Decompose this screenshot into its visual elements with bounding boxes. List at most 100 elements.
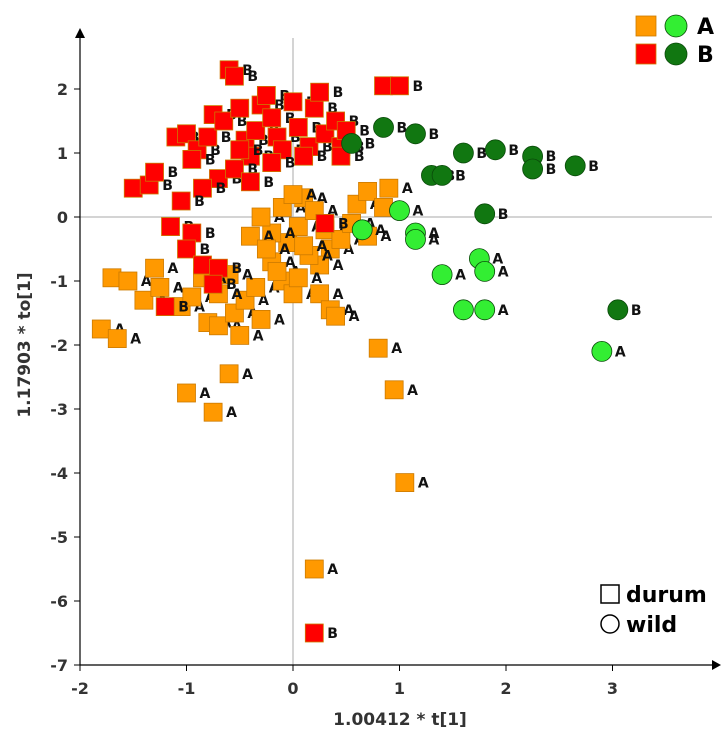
y-tick-label: -2: [50, 336, 68, 355]
legend-circle-B: [664, 42, 688, 66]
y-tick-label: -6: [50, 592, 68, 611]
point-square-B: [310, 82, 330, 102]
point-label: A: [194, 300, 205, 316]
point-label: A: [407, 383, 418, 399]
point-label: B: [588, 159, 599, 175]
legend-label-A: A: [697, 15, 714, 40]
x-axis-arrow: [712, 660, 721, 670]
point-label: B: [231, 261, 242, 277]
point-label: B: [365, 136, 376, 152]
point-label: B: [338, 216, 349, 232]
legend-shape-label-durum: durum: [626, 583, 707, 608]
point-square-A: [251, 309, 271, 329]
point-label: A: [492, 252, 503, 268]
point-label: A: [615, 344, 626, 360]
point-circle-B: [373, 117, 394, 138]
point-label: A: [391, 341, 402, 357]
x-tick-label: 0: [287, 679, 298, 698]
point-square-A: [288, 217, 308, 237]
point-label: A: [173, 280, 184, 296]
point-square-A: [288, 268, 308, 288]
point-label: A: [263, 229, 274, 245]
x-tick-label: -1: [178, 679, 196, 698]
point-square-A: [251, 207, 271, 227]
point-label: A: [327, 204, 338, 220]
series-B-durum: BBBBBBBBBBBBBBBBBBBBBBBBBBBBBBBBBBBBBBBB…: [123, 60, 424, 643]
point-square-A: [107, 329, 127, 349]
point-label: A: [349, 309, 360, 325]
point-square-B: [374, 76, 393, 96]
legend-label-B: B: [697, 43, 714, 68]
point-label: A: [375, 223, 386, 239]
point-square-B: [304, 623, 324, 643]
point-label: A: [322, 248, 333, 264]
point-circle-B: [431, 164, 453, 186]
point-label: A: [418, 476, 429, 492]
point-label: A: [402, 181, 413, 197]
point-square-B: [225, 66, 244, 86]
y-tick-label: -5: [50, 528, 68, 547]
point-label: A: [200, 386, 211, 402]
point-label: A: [428, 226, 439, 242]
point-label: B: [178, 300, 189, 316]
point-square-A: [240, 226, 260, 246]
point-square-A: [246, 277, 266, 297]
point-square-B: [304, 98, 324, 118]
point-square-A: [326, 306, 346, 326]
point-label: B: [231, 172, 242, 188]
x-tick-label: -2: [71, 679, 89, 698]
point-square-B: [182, 149, 202, 169]
series-A-durum: AAAAAAAAAAAAAAAAAAAAAAAAAAAAAAAAAAAAAAAA…: [91, 178, 429, 579]
point-square-B: [155, 297, 175, 317]
point-square-A: [209, 316, 228, 336]
point-label: B: [413, 79, 424, 95]
point-label: A: [333, 258, 344, 274]
point-square-B: [177, 124, 196, 144]
y-tick-label: -1: [50, 272, 68, 291]
point-square-B: [240, 172, 260, 192]
point-square-B: [198, 127, 218, 147]
point-label: A: [428, 232, 439, 248]
y-tick-label: 1: [57, 144, 68, 163]
y-axis-title: 1.17903 * to[1]: [15, 272, 35, 417]
point-square-B: [209, 169, 228, 189]
point-label: B: [200, 242, 211, 258]
y-tick-label: -7: [50, 656, 68, 675]
point-label: A: [242, 367, 253, 383]
point-label: B: [194, 194, 205, 210]
point-label: A: [498, 303, 509, 319]
point-label: A: [141, 274, 152, 290]
point-label: A: [285, 255, 296, 271]
point-circle-B: [474, 203, 496, 225]
point-square-B: [123, 178, 143, 198]
point-label: A: [455, 268, 466, 284]
point-label: A: [317, 239, 328, 255]
point-square-A: [267, 261, 287, 281]
legend-square-A: [635, 15, 657, 37]
point-label: B: [333, 85, 344, 101]
point-square-B: [262, 108, 282, 128]
legend-square-B: [635, 43, 657, 65]
point-label: A: [274, 312, 285, 328]
point-label: A: [168, 261, 179, 277]
point-label: B: [508, 143, 519, 159]
point-label: A: [381, 229, 392, 245]
point-label: A: [311, 271, 322, 287]
point-label: B: [397, 120, 408, 136]
point-square-B: [209, 258, 228, 278]
point-square-B: [145, 162, 164, 182]
point-label: B: [274, 98, 285, 114]
point-circle-B: [522, 158, 544, 180]
point-circle-A: [431, 264, 453, 286]
y-tick-label: 0: [57, 208, 68, 227]
point-label: B: [498, 207, 509, 223]
x-tick-label: 3: [607, 679, 618, 698]
point-square-A: [294, 236, 314, 256]
point-square-A: [102, 268, 122, 288]
point-label: A: [242, 268, 253, 284]
point-square-A: [150, 277, 170, 297]
point-label: B: [354, 149, 365, 165]
point-square-B: [390, 76, 409, 96]
